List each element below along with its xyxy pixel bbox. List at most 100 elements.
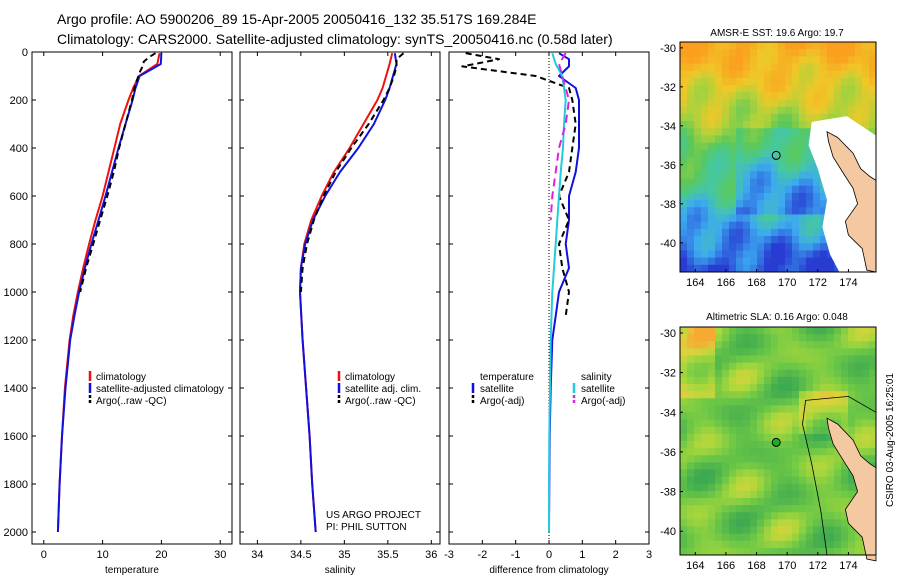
- heatmap-cell: [869, 128, 877, 136]
- heatmap-cell: [680, 384, 688, 392]
- heatmap-cell: [778, 56, 786, 64]
- y-tick-label: 1000: [4, 287, 28, 299]
- heatmap-cell: [680, 327, 688, 335]
- heatmap-cell: [701, 362, 709, 371]
- heatmap-cell: [729, 70, 737, 79]
- heatmap-cell: [694, 42, 702, 50]
- heatmap-cell: [785, 157, 793, 165]
- heatmap-cell: [680, 498, 688, 506]
- heatmap-cell: [813, 63, 821, 72]
- heatmap-cell: [764, 99, 772, 108]
- heatmap-cell: [750, 398, 758, 406]
- heatmap-cell: [722, 441, 730, 449]
- heatmap-cell: [764, 384, 772, 392]
- heatmap-cell: [722, 469, 730, 478]
- heatmap-cell: [792, 207, 800, 215]
- heatmap-cell: [827, 42, 835, 50]
- heatmap-cell: [848, 426, 856, 435]
- series-line-argo-raw-qc-: [299, 52, 405, 293]
- heatmap-cell: [778, 540, 786, 549]
- heatmap-cell: [820, 106, 828, 115]
- heatmap-cell: [687, 519, 695, 527]
- heatmap-cell: [771, 512, 779, 520]
- heatmap-cell: [708, 214, 716, 223]
- heatmap-cell: [862, 355, 870, 364]
- heatmap-cell: [729, 391, 737, 399]
- heatmap-cell: [701, 164, 709, 172]
- heatmap-cell: [736, 56, 744, 64]
- heatmap-cell: [736, 512, 744, 520]
- heatmap-cell: [855, 362, 863, 371]
- heatmap-cell: [799, 519, 807, 527]
- heatmap-cell: [799, 178, 807, 187]
- heatmap-cell: [729, 498, 737, 506]
- heatmap-cell: [820, 341, 828, 349]
- heatmap-cell: [806, 405, 814, 413]
- heatmap-cell: [813, 327, 821, 335]
- heatmap-cell: [694, 369, 702, 378]
- heatmap-cell: [799, 207, 807, 215]
- heatmap-cell: [722, 334, 730, 342]
- heatmap-cell: [757, 257, 765, 266]
- heatmap-cell: [869, 448, 877, 456]
- heatmap-cell: [722, 341, 730, 349]
- heatmap-cell: [792, 327, 800, 335]
- heatmap-cell: [694, 56, 702, 64]
- heatmap-cell: [694, 405, 702, 413]
- heatmap-cell: [778, 419, 786, 428]
- heatmap-cell: [778, 405, 786, 413]
- map-x-tick-label: 164: [686, 277, 704, 289]
- heatmap-cell: [701, 426, 709, 435]
- heatmap-cell: [848, 419, 856, 428]
- heatmap-cell: [806, 519, 814, 527]
- heatmap-cell: [799, 121, 807, 129]
- heatmap-cell: [680, 476, 688, 485]
- heatmap-cell: [841, 327, 849, 335]
- heatmap-cell: [834, 63, 842, 72]
- heatmap-cell: [736, 355, 744, 364]
- heatmap-cell: [694, 426, 702, 435]
- heatmap-cell: [687, 505, 695, 513]
- heatmap-cell: [757, 462, 765, 470]
- heatmap-cell: [743, 149, 751, 158]
- heatmap-cell: [708, 192, 716, 201]
- heatmap-cell: [708, 49, 716, 57]
- heatmap-cell: [778, 228, 786, 237]
- heatmap-cell: [701, 441, 709, 449]
- heatmap-cell: [771, 433, 779, 442]
- heatmap-cell: [715, 419, 723, 428]
- heatmap-cell: [715, 192, 723, 201]
- heatmap-cell: [820, 42, 828, 50]
- heatmap-cell: [848, 348, 856, 356]
- heatmap-cell: [687, 207, 695, 215]
- map-x-tick-label: 166: [717, 560, 735, 572]
- heatmap-cell: [799, 77, 807, 86]
- x-tick-label: 36: [425, 549, 437, 561]
- heatmap-cell: [764, 106, 772, 115]
- heatmap-cell: [743, 221, 751, 230]
- heatmap-cell: [694, 164, 702, 172]
- heatmap-cell: [729, 448, 737, 456]
- heatmap-cell: [680, 355, 688, 364]
- heatmap-cell: [834, 369, 842, 378]
- heatmap-cell: [729, 85, 737, 93]
- heatmap-cell: [680, 221, 688, 230]
- heatmap-cell: [771, 419, 779, 428]
- heatmap-cell: [778, 469, 786, 478]
- heatmap-cell: [722, 355, 730, 364]
- heatmap-cell: [792, 476, 800, 485]
- heatmap-cell: [862, 376, 870, 385]
- heatmap-cell: [715, 178, 723, 187]
- sla-map-ticks: 164 166 168 170 172 174-30-32-34-36-38-40: [660, 328, 858, 572]
- heatmap-cell: [757, 42, 765, 50]
- heatmap-cell: [785, 113, 793, 122]
- heatmap-cell: [806, 56, 814, 64]
- heatmap-cell: [764, 77, 772, 86]
- heatmap-cell: [701, 214, 709, 223]
- heatmap-cell: [743, 355, 751, 364]
- heatmap-cell: [722, 178, 730, 187]
- heatmap-cell: [687, 462, 695, 470]
- heatmap-cell: [736, 257, 744, 266]
- heatmap-cell: [715, 455, 723, 463]
- heatmap-cell: [750, 540, 758, 549]
